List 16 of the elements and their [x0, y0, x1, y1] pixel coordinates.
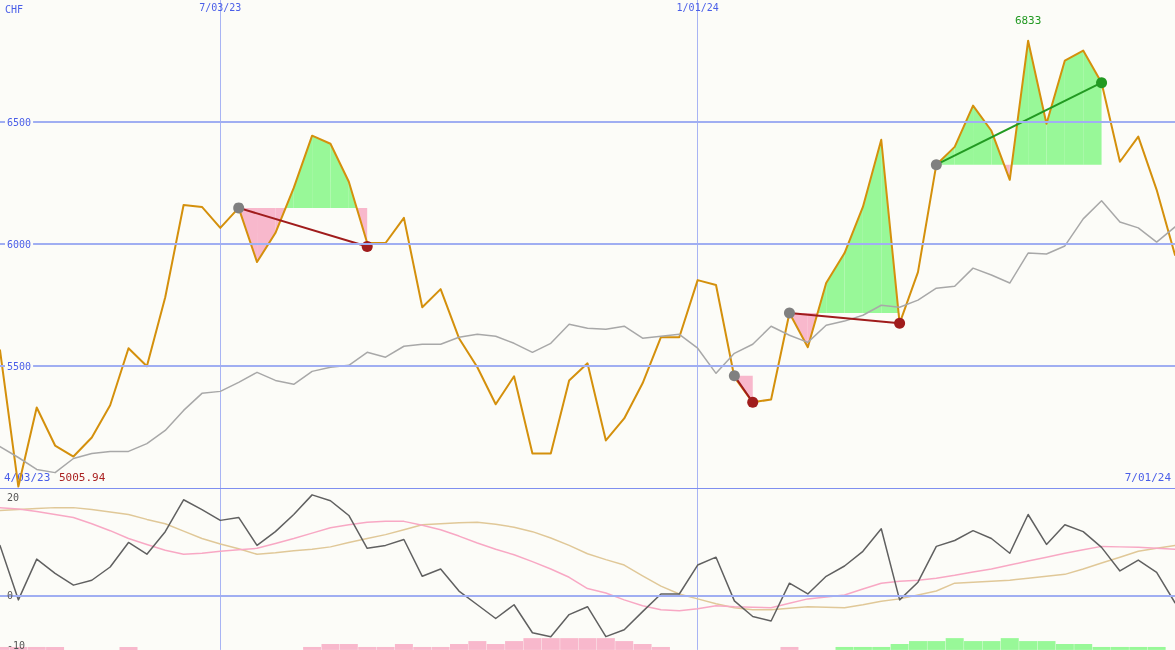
line-series — [0, 494, 1175, 638]
y-tick-label: 0 — [7, 590, 14, 602]
point — [1096, 77, 1108, 89]
y-tick-label: 5500 — [7, 360, 32, 372]
y-tick-label: 6500 — [7, 116, 32, 128]
y-tick-label: 6000 — [7, 238, 32, 250]
annotation: 6833 — [1014, 14, 1042, 28]
x-tick-label: 1/01/24 — [676, 1, 719, 13]
y-tick-label: 20 — [7, 492, 20, 504]
line-series — [0, 39, 1175, 488]
line-series — [0, 200, 1175, 474]
annotation: 7/01/24 — [1124, 471, 1172, 484]
x-tick-label: 7/03/23 — [199, 1, 242, 13]
y-axis-title: CHF — [5, 3, 24, 15]
y-tick-label: -10 — [7, 639, 26, 650]
annotation: 5005.94 — [59, 471, 106, 484]
